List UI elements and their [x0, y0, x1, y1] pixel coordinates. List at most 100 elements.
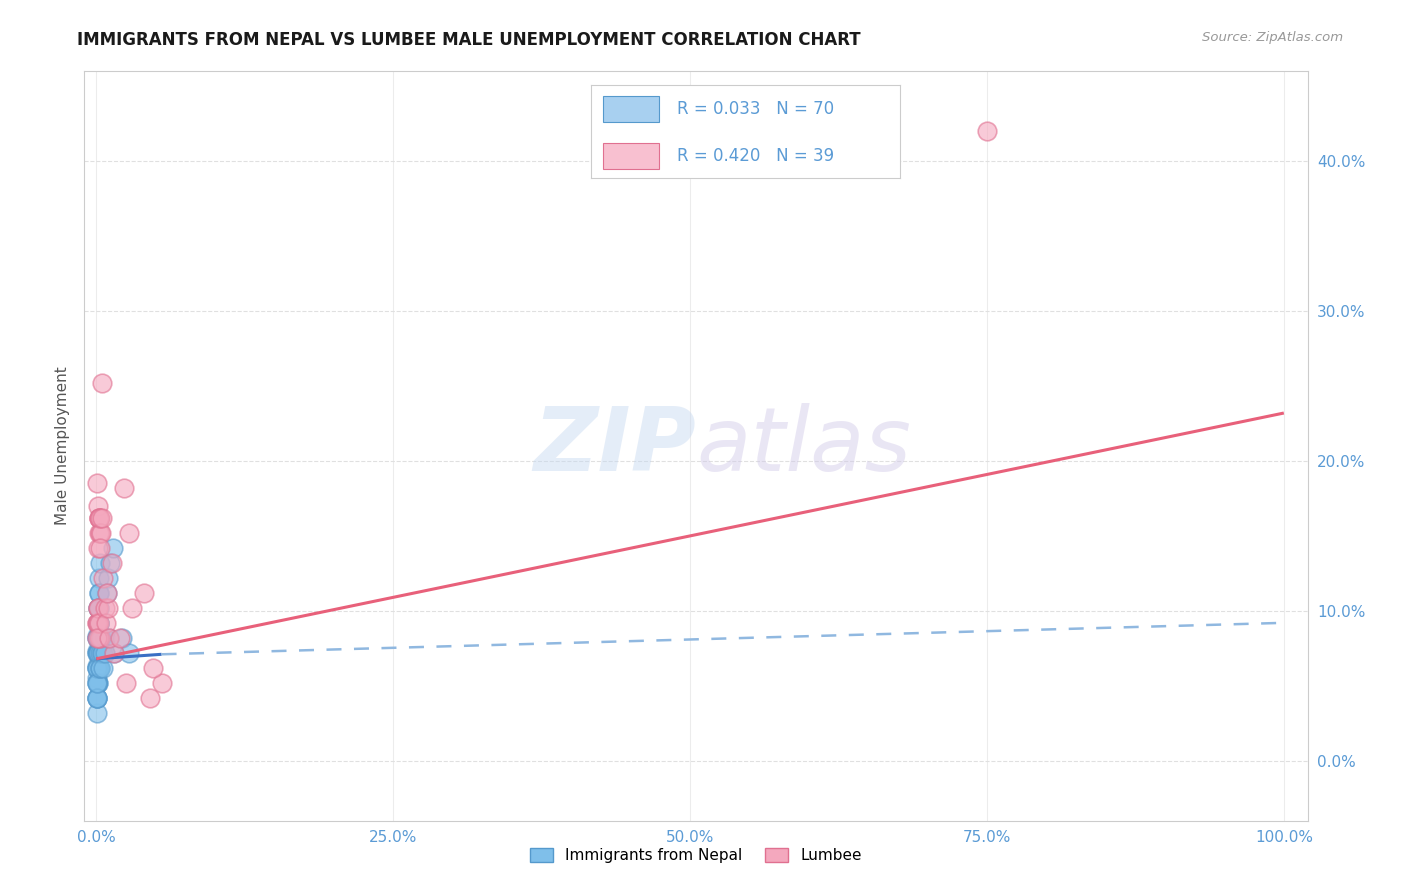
Point: [100, 556, 122, 570]
Point: [87, 600, 110, 615]
Point: [94, 615, 117, 630]
Y-axis label: Male Unemployment: Male Unemployment: [55, 367, 70, 525]
Point: [89, 631, 111, 645]
Point: [87, 646, 110, 660]
Point: [86, 706, 108, 720]
Point: [93, 646, 115, 660]
Point: [115, 675, 138, 690]
Point: [91, 646, 114, 660]
Point: [96, 586, 118, 600]
Point: [89, 511, 111, 525]
Point: [87, 600, 110, 615]
Point: [87, 615, 110, 630]
Point: [86, 661, 108, 675]
Point: [91, 646, 114, 660]
Point: [93, 646, 115, 660]
Point: [86, 644, 108, 658]
Point: [86, 631, 108, 645]
Bar: [603, 143, 658, 169]
Point: [87, 586, 110, 600]
Text: R = 0.033   N = 70: R = 0.033 N = 70: [678, 100, 834, 118]
Point: [86, 675, 108, 690]
Point: [87, 511, 110, 525]
Point: [87, 675, 110, 690]
Point: [97, 600, 120, 615]
Point: [138, 690, 160, 705]
Point: [86, 690, 108, 705]
Point: [93, 661, 115, 675]
Point: [86, 615, 108, 630]
Legend: Immigrants from Nepal, Lumbee: Immigrants from Nepal, Lumbee: [524, 842, 868, 869]
Point: [86, 675, 108, 690]
Point: [101, 541, 124, 555]
Point: [91, 646, 114, 660]
Point: [86, 690, 108, 705]
Point: [87, 600, 110, 615]
Point: [121, 600, 143, 615]
Point: [87, 615, 110, 630]
Text: IMMIGRANTS FROM NEPAL VS LUMBEE MALE UNEMPLOYMENT CORRELATION CHART: IMMIGRANTS FROM NEPAL VS LUMBEE MALE UNE…: [77, 31, 860, 49]
Point: [87, 661, 110, 675]
Point: [103, 646, 125, 660]
Point: [87, 617, 110, 632]
Point: [89, 556, 111, 570]
Point: [90, 525, 112, 540]
Point: [103, 646, 125, 660]
Point: [118, 525, 141, 540]
Point: [90, 631, 112, 645]
Point: [98, 631, 121, 645]
Point: [87, 661, 110, 675]
Point: [89, 646, 111, 660]
Point: [86, 476, 108, 491]
Point: [87, 586, 110, 600]
Point: [150, 675, 173, 690]
Point: [87, 631, 110, 645]
Point: [89, 661, 111, 675]
Point: [87, 600, 110, 615]
Point: [87, 499, 110, 513]
Point: [87, 631, 110, 645]
Point: [87, 615, 110, 630]
Point: [89, 525, 111, 540]
Point: [86, 690, 108, 705]
Point: [87, 646, 110, 660]
Point: [86, 615, 108, 630]
Point: [87, 631, 110, 645]
Point: [93, 631, 115, 645]
Point: [89, 541, 111, 555]
Point: [87, 615, 110, 630]
Text: R = 0.420   N = 39: R = 0.420 N = 39: [678, 147, 834, 165]
Point: [87, 631, 110, 645]
Bar: [603, 96, 658, 122]
Point: [87, 615, 110, 630]
Point: [86, 661, 108, 675]
Point: [87, 631, 110, 645]
Point: [87, 646, 110, 660]
Point: [90, 631, 112, 645]
Point: [976, 124, 998, 138]
Point: [108, 631, 131, 645]
Point: [87, 571, 110, 585]
Point: [93, 571, 115, 585]
Point: [87, 646, 110, 660]
Point: [86, 631, 108, 645]
Point: [97, 571, 120, 585]
Point: [86, 671, 108, 685]
Text: atlas: atlas: [696, 403, 911, 489]
Point: [142, 661, 165, 675]
Point: [91, 376, 114, 390]
Point: [111, 631, 134, 645]
Point: [86, 646, 108, 660]
Text: ZIP: ZIP: [533, 402, 696, 490]
Point: [100, 556, 122, 570]
Point: [87, 615, 110, 630]
Point: [87, 615, 110, 630]
Point: [87, 511, 110, 525]
Point: [89, 661, 111, 675]
Point: [87, 511, 110, 525]
Point: [87, 646, 110, 660]
Point: [87, 525, 110, 540]
Point: [98, 631, 121, 645]
Point: [87, 675, 110, 690]
Point: [91, 511, 114, 525]
